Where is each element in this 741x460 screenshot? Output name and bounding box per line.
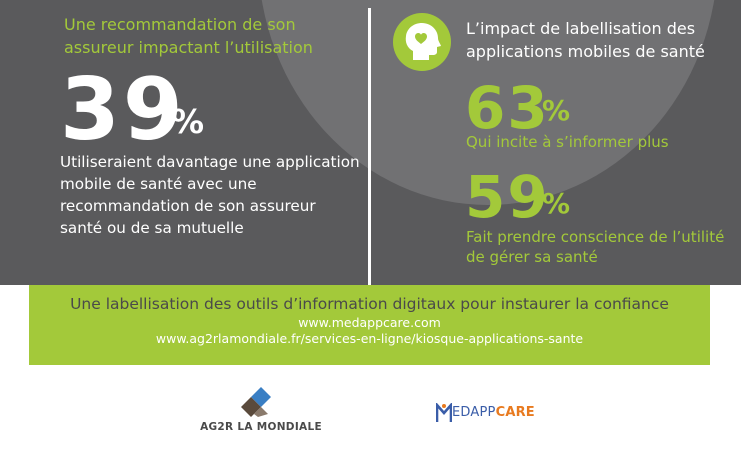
left-big-number: 39 <box>60 60 186 160</box>
stat2-percent-sign: % <box>542 187 571 220</box>
stat1-percent-sign: % <box>542 94 571 127</box>
right-section-title: L’impact de labellisation des applicatio… <box>466 19 705 61</box>
ag2r-logo: AG2R LA MONDIALE <box>196 384 326 436</box>
medappcare-logo: EDAPPCARE <box>436 400 556 430</box>
stat2-text: Fait prendre conscience de l’utilité de … <box>466 228 725 266</box>
stat1-number: 63 <box>465 74 550 142</box>
medappcare-wordmark: EDAPPCARE <box>452 405 535 420</box>
info-band: Une labellisation des outils d’informati… <box>29 285 710 365</box>
band-title: Une labellisation des outils d’informati… <box>70 295 669 313</box>
ag2r-link[interactable]: www.ag2rlamondiale.fr/services-en-ligne/… <box>155 331 584 346</box>
left-percent-sign: % <box>171 102 205 141</box>
head-with-heart-icon <box>393 13 451 71</box>
medappcare-m-icon <box>436 403 452 422</box>
stat2-number: 59 <box>465 163 550 231</box>
medappcare-link[interactable]: www.medappcare.com <box>298 315 441 330</box>
left-section-title: Une recommandation de son assureur impac… <box>64 15 313 57</box>
stat1-text: Qui incite à s’informer plus <box>466 133 669 151</box>
ag2r-emblem-icon <box>241 387 271 417</box>
ag2r-wordmark: AG2R LA MONDIALE <box>200 421 322 433</box>
stats-panel: Une recommandation de son assureur impac… <box>0 0 741 285</box>
left-description: Utiliseraient davantage une application … <box>60 153 360 237</box>
panel-divider <box>368 8 371 285</box>
